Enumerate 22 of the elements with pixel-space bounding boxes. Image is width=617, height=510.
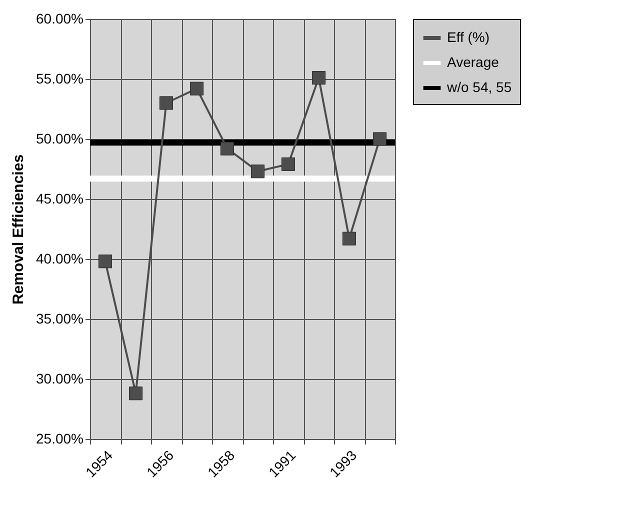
- legend-label: w/o 54, 55: [446, 79, 512, 95]
- point: [312, 71, 326, 85]
- y-tick-label: 60.00%: [36, 10, 84, 26]
- y-tick-label: 50.00%: [36, 130, 84, 146]
- point: [220, 142, 234, 156]
- y-tick-label: 30.00%: [36, 370, 84, 386]
- point: [372, 132, 387, 146]
- point: [98, 254, 112, 268]
- legend-label: Eff (%): [447, 29, 490, 45]
- y-tick-label: 55.00%: [36, 70, 84, 86]
- legend-label: Average: [447, 54, 500, 70]
- y-axis-title: Removal Efficiencies: [10, 154, 28, 305]
- point: [128, 386, 143, 400]
- point: [342, 232, 356, 246]
- y-tick-label: 45.00%: [36, 190, 84, 206]
- y-tick-label: 25.00%: [36, 430, 84, 446]
- point: [159, 96, 174, 110]
- point: [250, 164, 265, 178]
- y-tick-label: 40.00%: [36, 250, 84, 266]
- point: [281, 157, 296, 171]
- point: [190, 82, 204, 96]
- y-tick-label: 35.00%: [36, 310, 84, 326]
